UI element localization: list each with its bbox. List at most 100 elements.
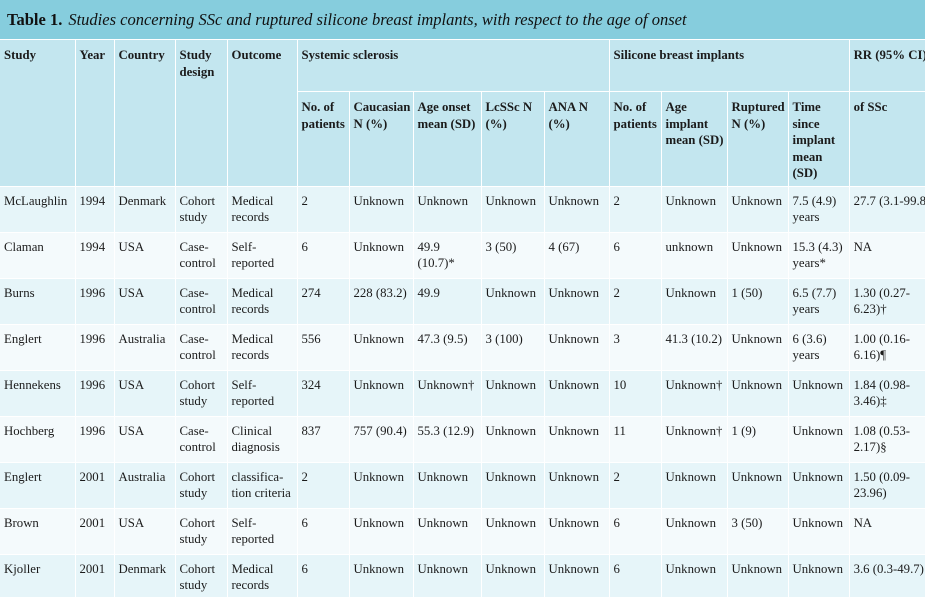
table-cell: 6 [609, 232, 662, 279]
table-cell: Unknown [661, 186, 728, 233]
table-cell: Unknown [544, 278, 610, 325]
table-cell: Unknown† [661, 370, 728, 417]
table-cell: Burns [0, 278, 76, 325]
table-cell: Unknown [413, 554, 482, 597]
table-cell: 1.30 (0.27-6.23)† [849, 278, 925, 325]
table-cell: 6 [609, 508, 662, 555]
table-cell: Unknown [349, 186, 414, 233]
table-cell: NA [849, 232, 925, 279]
table-cell: Claman [0, 232, 76, 279]
table-cell: 15.3 (4.3) years* [788, 232, 850, 279]
table-cell: 6 [297, 508, 350, 555]
table-cell: Unknown† [413, 370, 482, 417]
table-cell: USA [114, 278, 176, 325]
table-cell: Cohort study [175, 186, 228, 233]
header-year: Year [75, 40, 115, 187]
table-cell: 3 (50) [727, 508, 789, 555]
table-cell: Unknown† [661, 416, 728, 463]
table-cell: Unknown [544, 416, 610, 463]
table-cell: 2 [297, 186, 350, 233]
table-cell: Hochberg [0, 416, 76, 463]
table-cell: Unknown [544, 186, 610, 233]
table-cell: 274 [297, 278, 350, 325]
table-cell: 1996 [75, 416, 115, 463]
table-cell: 1 (50) [727, 278, 789, 325]
table-cell: 4 (67) [544, 232, 610, 279]
table-cell: Unknown [544, 324, 610, 371]
table-cell: Unknown [349, 554, 414, 597]
header-outcome: Outcome [227, 40, 298, 187]
table-cell: Unknown [349, 508, 414, 555]
table-cell: Unknown [481, 508, 545, 555]
table-row: Hochberg 1996 USA Case-control Clinical diag… [0, 416, 925, 463]
table-cell: Unknown [481, 278, 545, 325]
table-cell: 228 (83.2) [349, 278, 414, 325]
table-row: Brown 2001 USA Cohort study Self-reported 6 Un… [0, 508, 925, 555]
table-cell: 55.3 (12.9) [413, 416, 482, 463]
header-study: Study [0, 40, 76, 187]
table-cell: 41.3 (10.2) [661, 324, 728, 371]
table-row: Englert 2001 Australia Cohort study classifi… [0, 462, 925, 509]
table-cell: 6 [297, 554, 350, 597]
table-cell: Case-control [175, 416, 228, 463]
table-cell: Brown [0, 508, 76, 555]
table-row: Burns 1996 USA Case-control Medical records 2… [0, 278, 925, 325]
table-cell: Australia [114, 462, 176, 509]
table-cell: 1996 [75, 278, 115, 325]
table-row: Hennekens 1996 USA Cohort study Self-reporte… [0, 370, 925, 417]
table-cell: 1.50 (0.09-23.96) [849, 462, 925, 509]
table-cell: Unknown [788, 370, 850, 417]
table-cell: Unknown [349, 232, 414, 279]
table-cell: McLaughlin [0, 186, 76, 233]
caption-text: Studies concerning SSc and ruptured sili… [68, 9, 687, 29]
table-cell: 1994 [75, 232, 115, 279]
table-cell: 2 [609, 278, 662, 325]
header-study-design: Study design [175, 40, 228, 187]
table-cell: Unknown [544, 508, 610, 555]
table-cell: 3.6 (0.3-49.7) [849, 554, 925, 597]
table-cell: 47.3 (9.5) [413, 324, 482, 371]
table-cell: 3 (100) [481, 324, 545, 371]
table-cell: Self-reported [227, 232, 298, 279]
header-age-implant: Age implant mean (SD) [661, 91, 728, 187]
table-cell: Englert [0, 462, 76, 509]
table-cell: Kjoller [0, 554, 76, 597]
table-cell: Clinical diagnosis [227, 416, 298, 463]
table-cell: 3 [609, 324, 662, 371]
table-cell: Unknown [727, 186, 789, 233]
header-caucasian: Caucasian N (%) [349, 91, 414, 187]
table-cell: Cohort study [175, 370, 228, 417]
table-cell: Cohort study [175, 554, 228, 597]
table-cell: Unknown [481, 462, 545, 509]
header-group-silicone-breast-implants: Silicone breast implants [609, 40, 850, 92]
table-cell: 2 [297, 462, 350, 509]
table-cell: 1.00 (0.16-6.16)¶ [849, 324, 925, 371]
table-cell: Unknown [349, 370, 414, 417]
table-cell: 1.08 (0.53-2.17)§ [849, 416, 925, 463]
table-cell: 27.7 (3.1-99.8) [849, 186, 925, 233]
header-age-onset: Age onset mean (SD) [413, 91, 482, 187]
table-cell: Case-control [175, 232, 228, 279]
table-cell: 757 (90.4) [349, 416, 414, 463]
table-cell: 3 (50) [481, 232, 545, 279]
table-cell: Unknown [727, 462, 789, 509]
table-cell: Case-control [175, 324, 228, 371]
header-ssc-patients: No. of patients [297, 91, 350, 187]
header-group-systemic-sclerosis: Systemic sclerosis [297, 40, 610, 92]
table-cell: NA [849, 508, 925, 555]
caption-label: Table 1. [7, 9, 63, 29]
table-cell: USA [114, 416, 176, 463]
header-time-since-implant: Time since implant mean (SD) [788, 91, 850, 187]
table-cell: Unknown [788, 554, 850, 597]
table-cell: USA [114, 232, 176, 279]
table-cell: Medical records [227, 186, 298, 233]
table-cell: Unknown [661, 462, 728, 509]
table-cell: 49.9 (10.7)* [413, 232, 482, 279]
table-cell: Unknown [481, 186, 545, 233]
table-cell: 2001 [75, 462, 115, 509]
table-row: McLaughlin 1994 Denmark Cohort study Medical… [0, 186, 925, 233]
table-cell: Medical records [227, 324, 298, 371]
header-implant-patients: No. of patients [609, 91, 662, 187]
table-cell: Unknown [661, 508, 728, 555]
table-cell: Denmark [114, 554, 176, 597]
